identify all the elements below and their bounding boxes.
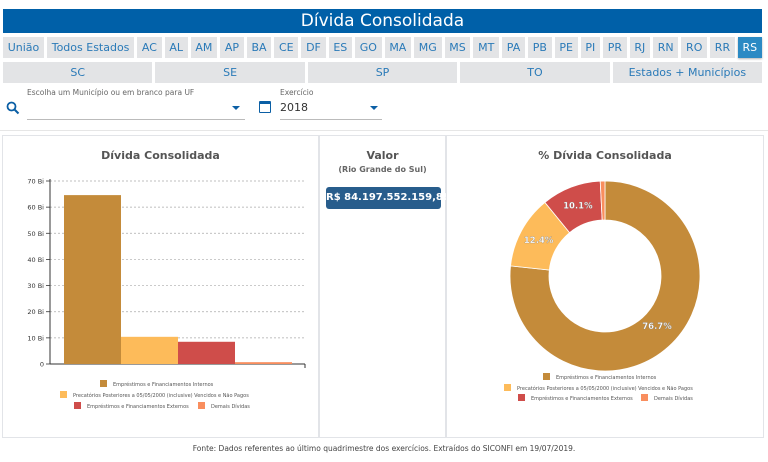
- legend-label: Demais Dívidas: [654, 395, 693, 402]
- tab-pa[interactable]: PA: [502, 37, 525, 58]
- tab-to[interactable]: TO: [460, 62, 610, 83]
- donut-chart: 76.7% 12.4% 10.1% Empréstimos e Financiamen…: [504, 180, 701, 402]
- tab-rj[interactable]: RJ: [629, 37, 651, 58]
- tab-mt[interactable]: MT: [473, 37, 500, 58]
- legend-swatch: [198, 402, 205, 409]
- tab-pr[interactable]: PR: [602, 37, 627, 58]
- tab-pi[interactable]: PI: [580, 37, 600, 58]
- tab-go[interactable]: GO: [354, 37, 382, 58]
- tab-uni-o[interactable]: União: [3, 37, 44, 58]
- y-tick-label: 50 Bi: [27, 230, 44, 238]
- legend-swatch: [543, 373, 550, 380]
- municipio-label: Escolha um Município ou em branco para U…: [27, 88, 195, 97]
- legend-swatch: [74, 402, 81, 409]
- calendar-icon: [259, 101, 271, 113]
- tab-sc[interactable]: SC: [3, 62, 153, 83]
- tab-rr[interactable]: RR: [710, 37, 735, 58]
- tab-ms[interactable]: MS: [444, 37, 471, 58]
- legend-label: Demais Dívidas: [211, 403, 250, 410]
- y-tick-label: 40 Bi: [27, 256, 44, 264]
- legend-label: Precatórios Posteriores a 05/05/2000 (in…: [73, 392, 249, 399]
- exercicio-underline: [280, 119, 382, 120]
- legend-label: Empréstimos e Financiamentos Externos: [531, 395, 633, 402]
- search-icon: [6, 101, 20, 115]
- tab-df[interactable]: DF: [301, 37, 326, 58]
- slice-label: 76.7%: [642, 322, 672, 332]
- y-tick-label: 70 Bi: [27, 178, 44, 186]
- tab-rs[interactable]: RS: [737, 37, 762, 58]
- municipio-underline: [27, 119, 245, 120]
- legend-swatch: [641, 394, 648, 401]
- tab-rn[interactable]: RN: [653, 37, 679, 58]
- y-tick-label: 20 Bi: [27, 308, 44, 316]
- tab-ac[interactable]: AC: [137, 37, 162, 58]
- page-title: Dívida Consolidada: [3, 9, 762, 33]
- legend-swatch: [60, 391, 67, 398]
- legend-swatch: [518, 394, 525, 401]
- y-tick-label: 10 Bi: [27, 334, 44, 342]
- divider: [0, 130, 768, 131]
- source-footer: Fonte: Dados referentes ao último quadri…: [192, 444, 576, 453]
- tab-ro[interactable]: RO: [681, 37, 708, 58]
- filters-bar: Escolha um Município ou em branco para U…: [0, 85, 768, 125]
- valor-subtitle: (Rio Grande do Sul): [338, 165, 427, 174]
- donut-chart-panel: % Dívida Consolidada 76.7% 12.4% 10.1% Empr…: [446, 135, 764, 438]
- donut-slice-3[interactable]: [599, 180, 606, 221]
- state-tabs-row-2: SC SE SP TO Estados + Municípios: [3, 62, 763, 83]
- valor-title: Valor: [366, 149, 399, 162]
- bar-2[interactable]: [178, 341, 235, 364]
- legend-swatch: [504, 384, 511, 391]
- tab-ma[interactable]: MA: [384, 37, 412, 58]
- tab-sp[interactable]: SP: [307, 62, 458, 83]
- tab-ap[interactable]: AP: [220, 37, 244, 58]
- exercicio-label: Exercício: [280, 88, 314, 97]
- legend-swatch: [100, 380, 107, 387]
- slice-label: 10.1%: [563, 202, 593, 212]
- tab-pe[interactable]: PE: [554, 37, 578, 58]
- legend-label: Empréstimos e Financiamentos Internos: [556, 374, 657, 381]
- valor-amount: R$ 84.197.552.159,86: [326, 187, 450, 209]
- bar-3[interactable]: [235, 362, 292, 364]
- donut-chart-title: % Dívida Consolidada: [538, 149, 672, 162]
- exercicio-dropdown-icon[interactable]: [370, 106, 378, 110]
- y-tick-label: 60 Bi: [27, 204, 44, 212]
- bar-chart-panel: Dívida Consolidada 0 10 Bi 20 Bi 30 Bi 40 Bi…: [2, 135, 319, 438]
- state-tabs-row-1: União Todos Estados AC AL AM AP BA CE DF ES GO MA MG…: [3, 37, 762, 58]
- municipio-dropdown-icon[interactable]: [232, 106, 240, 110]
- tab-pb[interactable]: PB: [527, 37, 552, 58]
- bar-0[interactable]: [64, 195, 121, 364]
- tab-mg[interactable]: MG: [414, 37, 442, 58]
- tab-es[interactable]: ES: [328, 37, 352, 58]
- legend-label: Empréstimos e Financiamentos Internos: [113, 381, 214, 388]
- legend-label: Precatórios Posteriores a 05/05/2000 (in…: [517, 385, 693, 392]
- bar-1[interactable]: [121, 336, 178, 364]
- donut-slice-0[interactable]: [509, 180, 701, 372]
- exercicio-select[interactable]: 2018: [280, 101, 308, 114]
- tab-ba[interactable]: BA: [246, 37, 272, 58]
- tab-todos-estados[interactable]: Todos Estados: [47, 37, 135, 58]
- slice-label: 12.4%: [524, 236, 554, 246]
- valor-panel: Valor (Rio Grande do Sul) R$ 84.197.552.…: [319, 135, 450, 438]
- y-tick-label: 0: [40, 361, 44, 369]
- tab-se[interactable]: SE: [155, 62, 305, 83]
- y-tick-label: 30 Bi: [27, 282, 44, 290]
- tab-estados-munic-pios[interactable]: Estados + Municípios: [612, 62, 763, 83]
- legend-label: Empréstimos e Financiamentos Externos: [87, 403, 189, 410]
- tab-ce[interactable]: CE: [274, 37, 299, 58]
- tab-am[interactable]: AM: [190, 37, 218, 58]
- tab-al[interactable]: AL: [164, 37, 188, 58]
- bar-chart-title: Dívida Consolidada: [101, 149, 220, 162]
- bar-chart: 0 10 Bi 20 Bi 30 Bi 40 Bi 50 Bi 60 Bi 70 Bi Empr…: [27, 178, 306, 410]
